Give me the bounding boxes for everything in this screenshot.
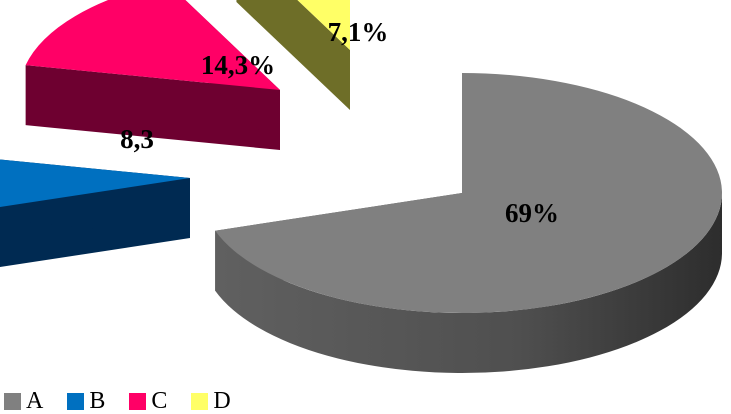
slice-side-d [236,0,350,110]
legend-swatch-c [129,392,147,410]
legend-label-a: A [26,387,44,414]
legend-label-d: D [213,387,231,414]
legend-swatch-b [67,392,85,410]
legend-label-c: C [151,387,168,414]
data-label-a: 69% [505,198,559,228]
legend-item-d: D [191,387,231,414]
legend: A B C D [4,388,255,414]
pie-chart: 69% 8,3 14,3% 7,1% [0,0,722,374]
legend-swatch-d [191,392,209,410]
data-label-d: 7,1% [328,17,389,47]
legend-label-b: B [89,387,106,414]
legend-item-b: B [67,388,105,414]
legend-item-a: A [4,388,43,414]
slice-a [215,73,722,313]
slice-b [0,159,190,208]
data-label-c: 14,3% [201,50,275,80]
legend-swatch-a [4,392,21,410]
slice-d [297,0,350,50]
data-label-b: 8,3 [120,124,154,154]
slice-c [25,0,280,90]
legend-item-c: C [129,388,167,414]
